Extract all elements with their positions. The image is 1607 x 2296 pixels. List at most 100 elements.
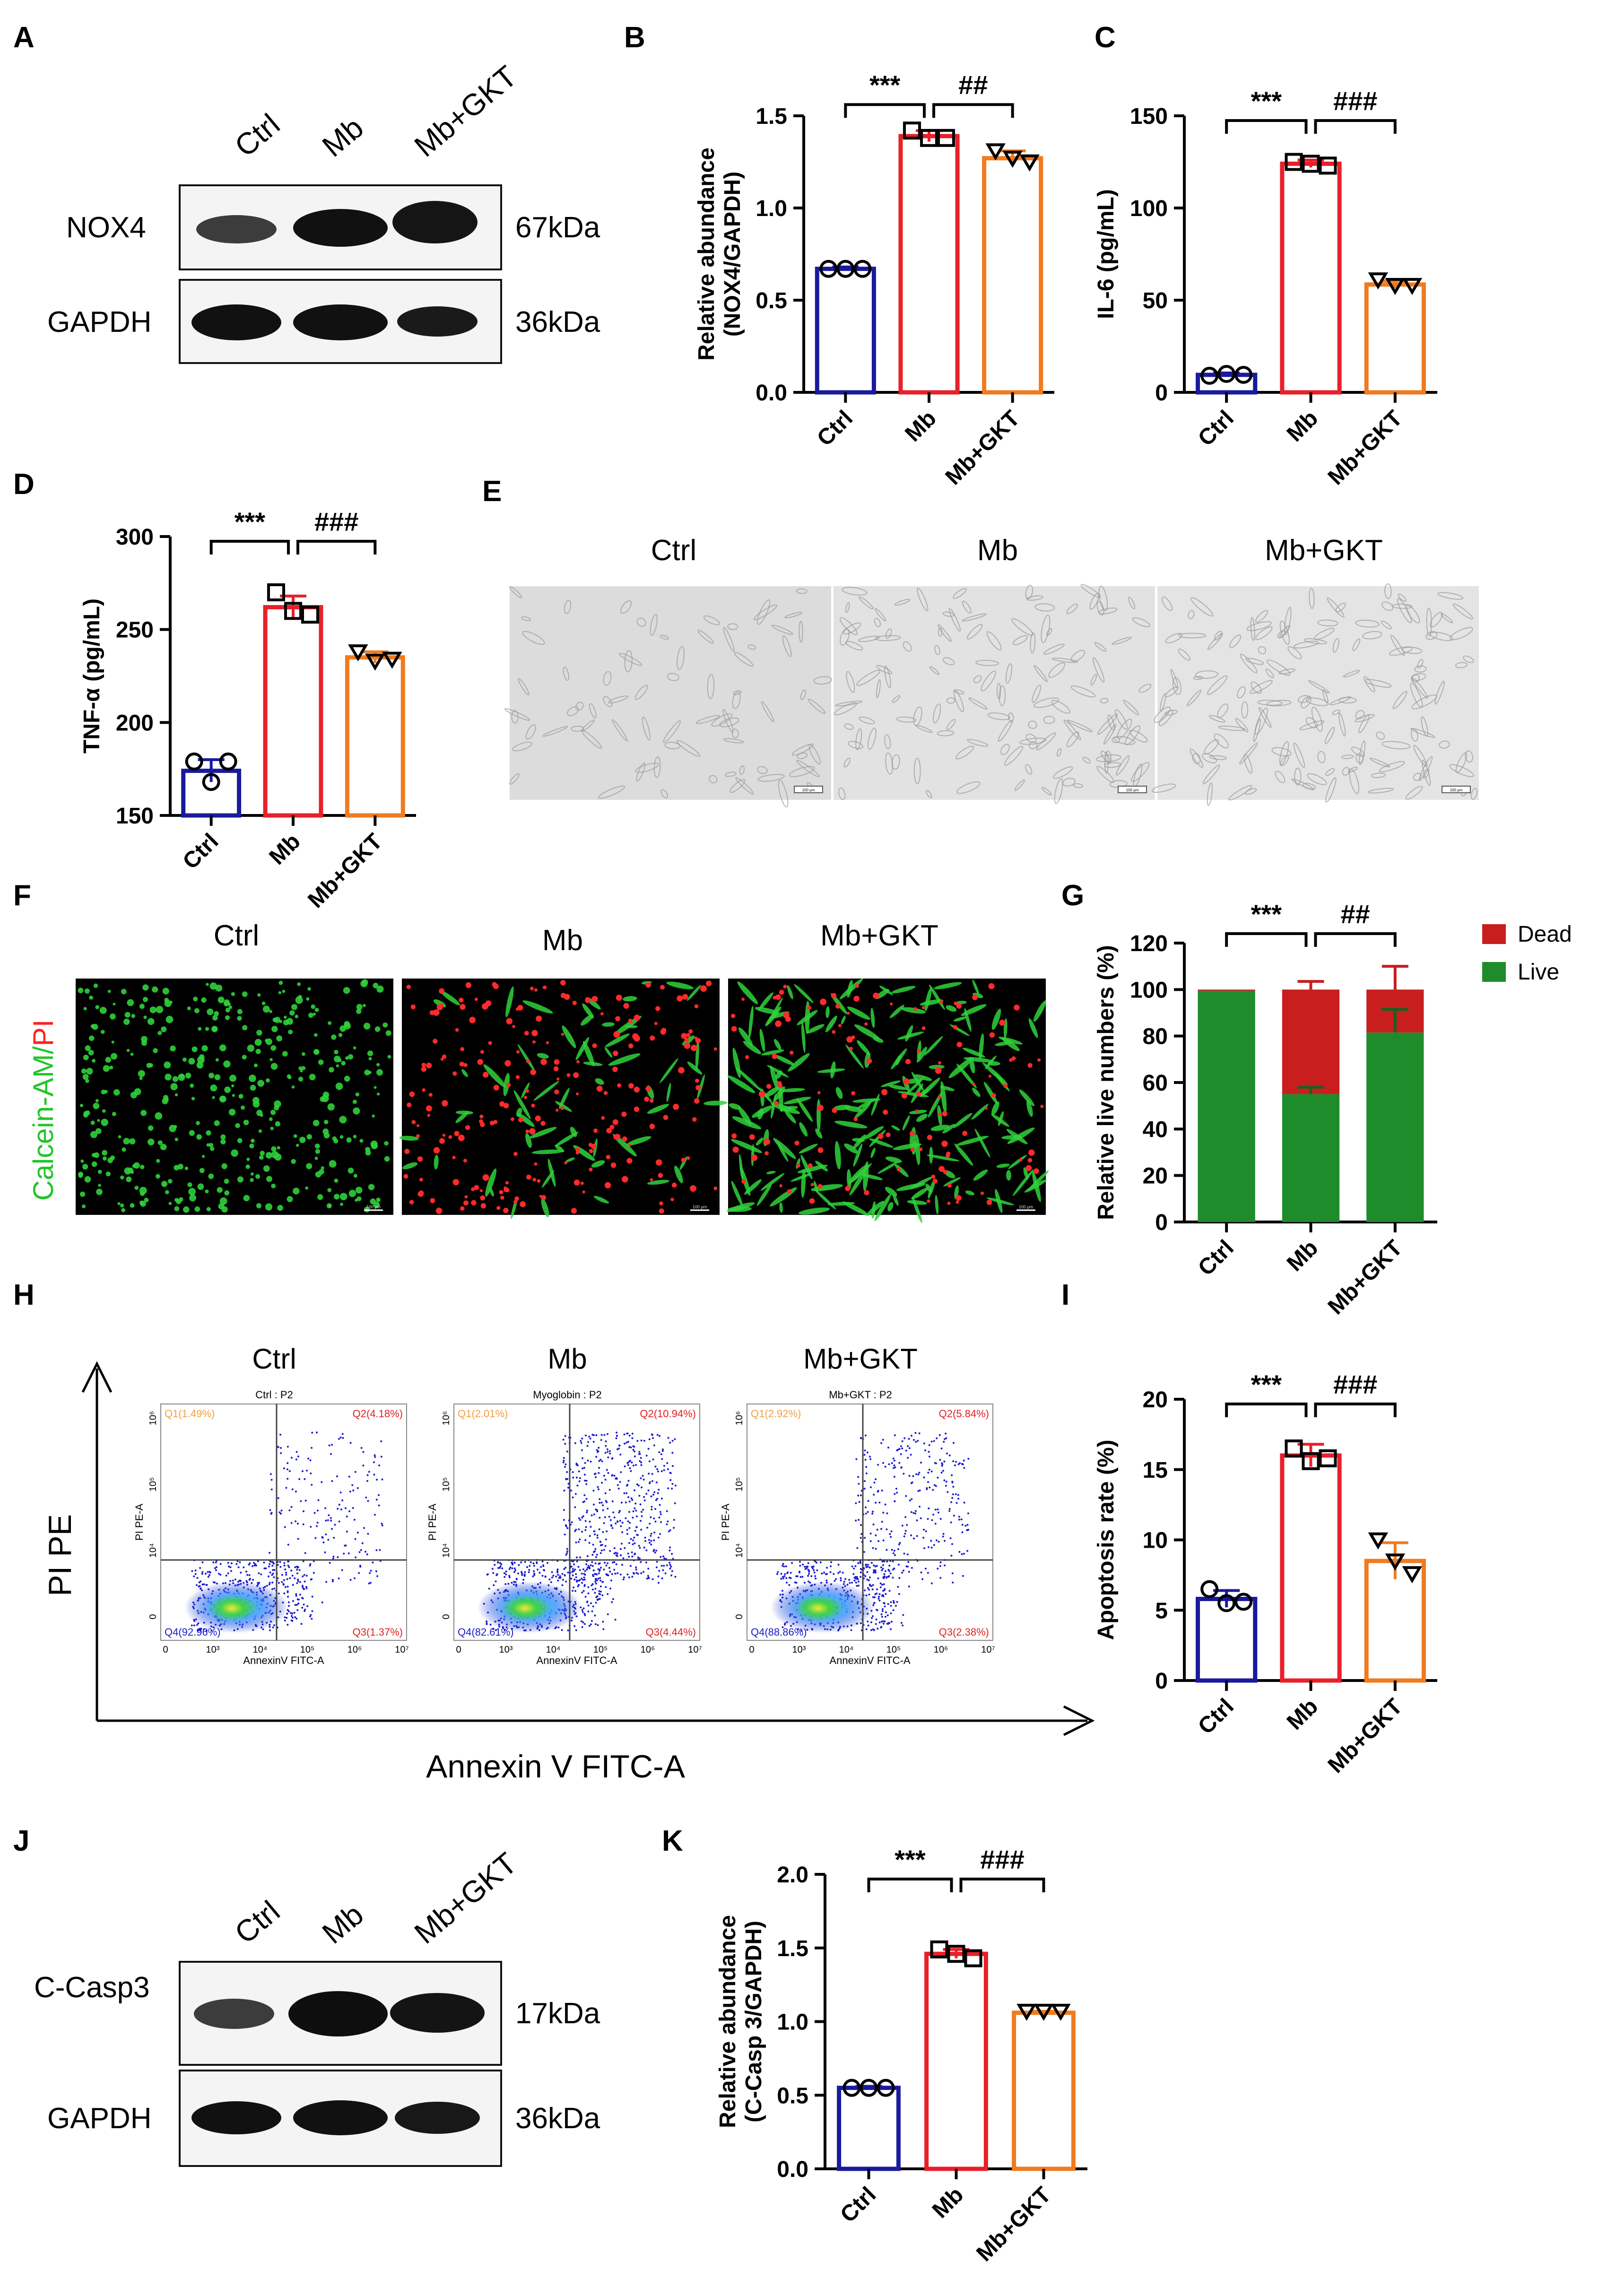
event-dot xyxy=(279,1561,281,1563)
event-dot xyxy=(621,1531,624,1534)
event-dot xyxy=(582,1590,585,1592)
event-dot xyxy=(572,1476,574,1479)
live-cell xyxy=(854,1024,880,1040)
event-dot xyxy=(659,1435,661,1437)
event-dot xyxy=(785,1565,787,1568)
event-dot xyxy=(599,1498,601,1500)
cell xyxy=(1398,593,1407,602)
cell xyxy=(998,719,1013,742)
event-dot xyxy=(257,1582,259,1584)
event-dot xyxy=(840,1577,842,1579)
event-dot xyxy=(607,1562,609,1565)
event-dot xyxy=(825,1573,827,1576)
event-dot xyxy=(903,1437,906,1439)
event-dot xyxy=(522,1578,525,1581)
event-dot xyxy=(640,1528,643,1531)
event-dot xyxy=(243,1566,245,1568)
dead-cell xyxy=(463,1063,468,1067)
live-cell xyxy=(253,1063,258,1067)
event-dot xyxy=(365,1551,367,1553)
live-cell xyxy=(287,1074,291,1079)
cell xyxy=(1013,635,1028,645)
cell xyxy=(1063,719,1081,740)
cell xyxy=(1291,778,1314,790)
dead-cell xyxy=(658,1173,663,1178)
live-cell xyxy=(333,1138,339,1144)
live-cell xyxy=(225,1015,230,1020)
event-dot xyxy=(280,1509,283,1512)
event-dot xyxy=(380,1456,382,1458)
event-dot xyxy=(609,1587,612,1590)
event-dot xyxy=(230,1570,232,1572)
dead-cell xyxy=(433,1009,440,1016)
live-cell xyxy=(255,1048,261,1054)
event-dot xyxy=(565,1580,567,1583)
event-dot xyxy=(663,1565,665,1567)
data-point xyxy=(860,2079,878,2097)
event-dot xyxy=(564,1466,566,1468)
event-dot xyxy=(594,1550,596,1552)
event-dot xyxy=(626,1533,628,1535)
x-tick-label: Ctrl xyxy=(835,2182,881,2227)
live-cell xyxy=(399,1135,419,1141)
event-dot xyxy=(942,1535,944,1538)
live-cell xyxy=(306,997,310,1001)
event-dot xyxy=(908,1586,910,1588)
dead-cell xyxy=(849,1047,853,1051)
live-cell xyxy=(113,1089,120,1096)
event-dot xyxy=(230,1562,233,1565)
event-dot xyxy=(302,1560,304,1562)
dead-cell xyxy=(411,1120,416,1125)
event-dot xyxy=(652,1493,654,1496)
dead-cell xyxy=(421,1066,426,1072)
event-dot xyxy=(894,1434,896,1437)
dead-cell xyxy=(909,1131,915,1136)
event-dot xyxy=(863,1480,866,1482)
event-dot xyxy=(208,1574,211,1576)
event-dot xyxy=(638,1495,641,1497)
event-dot xyxy=(567,1482,570,1485)
event-dot xyxy=(530,1561,532,1563)
live-cell xyxy=(329,1160,337,1168)
event-dot xyxy=(674,1438,676,1440)
event-dot xyxy=(619,1554,622,1557)
cell xyxy=(1014,779,1025,791)
y-tick-label: 1.5 xyxy=(777,1936,808,1961)
event-dot xyxy=(585,1483,588,1485)
event-dot xyxy=(306,1605,309,1607)
event-dot xyxy=(586,1555,589,1557)
cell xyxy=(1028,720,1037,729)
event-dot xyxy=(566,1552,568,1554)
event-dot xyxy=(856,1577,859,1580)
live-cell xyxy=(293,1134,297,1138)
live-cell xyxy=(189,1194,197,1202)
cell xyxy=(1158,710,1173,726)
live-cell xyxy=(313,1119,320,1126)
event-dot xyxy=(340,1508,342,1511)
dead-cell xyxy=(514,1196,519,1201)
event-dot xyxy=(585,1498,588,1500)
live-cell xyxy=(761,1049,784,1056)
dead-cell xyxy=(831,993,837,999)
live-cell xyxy=(210,1084,217,1092)
live-cell xyxy=(237,1009,243,1014)
event-dot xyxy=(648,1539,650,1541)
event-dot xyxy=(488,1587,490,1590)
event-dot xyxy=(819,1561,822,1563)
quadrant-q2: Q2(10.94%) xyxy=(640,1408,696,1420)
event-dot xyxy=(271,1581,274,1584)
event-dot xyxy=(856,1576,858,1578)
event-dot xyxy=(660,1521,662,1523)
event-dot xyxy=(867,1587,869,1589)
flow-x-tick: 0 xyxy=(456,1645,461,1655)
event-dot xyxy=(591,1584,593,1586)
event-dot xyxy=(930,1546,933,1549)
dead-cell xyxy=(779,989,784,995)
event-dot xyxy=(669,1546,671,1549)
cell xyxy=(731,728,739,738)
live-cell xyxy=(541,1197,549,1218)
event-dot xyxy=(799,1565,801,1567)
cell xyxy=(808,744,821,765)
event-dot xyxy=(643,1439,645,1442)
dead-cell xyxy=(634,1086,640,1093)
